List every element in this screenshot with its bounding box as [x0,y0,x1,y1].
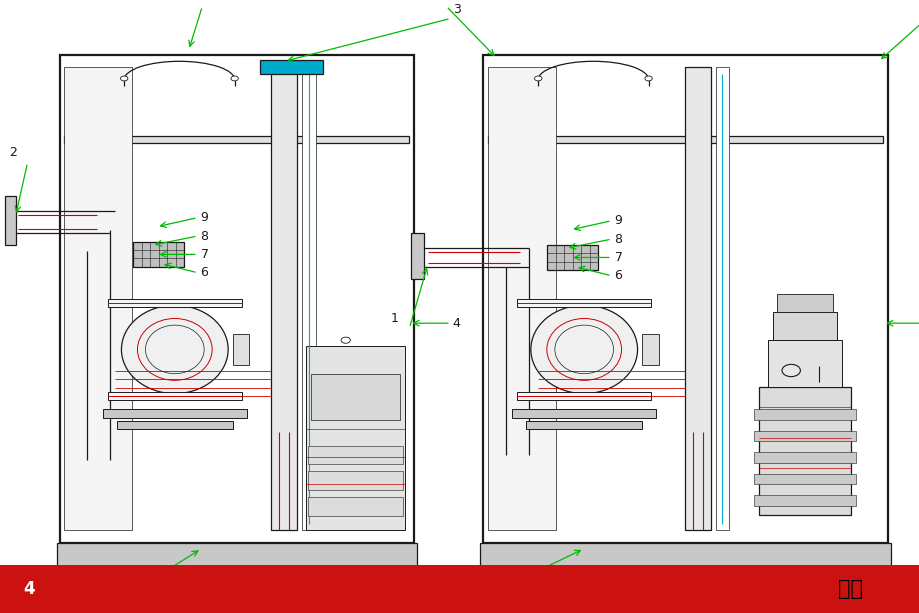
Circle shape [534,76,541,81]
Bar [758,387,850,515]
Text: 9: 9 [200,211,209,224]
Bar [547,245,597,270]
Bar [311,374,400,420]
Text: 4: 4 [23,580,35,598]
Bar [301,67,316,530]
Bar [754,452,855,463]
Bar [108,392,242,400]
Text: 6: 6 [614,269,622,283]
Bar [715,67,728,530]
Bar [516,392,651,400]
Bar [487,135,882,143]
Bar [772,312,836,340]
Bar [487,67,556,530]
Bar [411,233,424,279]
Bar [767,340,841,387]
Bar [57,543,416,566]
Bar [754,431,855,441]
Text: 8: 8 [614,232,622,246]
Circle shape [781,364,800,376]
Text: 6: 6 [200,266,209,280]
Bar [5,196,16,245]
Bar [0,565,919,613]
Bar [308,497,403,516]
Text: 世邦: 世邦 [837,579,863,599]
Bar [641,334,658,365]
Bar [64,135,409,143]
Bar [482,55,887,543]
Bar [260,60,323,74]
Text: 1: 1 [391,312,399,325]
Bar [133,242,184,267]
Text: 8: 8 [200,229,209,243]
Bar [685,67,710,530]
Bar [60,55,414,543]
Circle shape [644,76,652,81]
Circle shape [341,337,350,343]
Bar [480,543,890,566]
Ellipse shape [530,305,637,394]
Bar [103,409,246,418]
Text: 1: 1 [179,0,187,4]
Bar [526,421,641,429]
Bar [512,409,655,418]
Text: 5: 5 [473,591,482,604]
Text: 5: 5 [110,591,119,604]
Bar [271,67,297,530]
Bar [64,67,131,530]
Bar [754,495,855,506]
Text: 3: 3 [452,2,460,16]
Bar [777,294,832,312]
Text: 7: 7 [614,251,622,264]
Bar [754,409,855,420]
Bar [117,421,233,429]
Text: 7: 7 [200,248,209,261]
Text: 2: 2 [427,0,436,4]
Bar [108,299,242,306]
Bar [306,346,404,530]
Ellipse shape [121,305,228,394]
Bar [233,334,249,365]
Circle shape [231,76,238,81]
Bar [754,474,855,484]
Bar [516,299,651,306]
Text: 4: 4 [452,317,460,330]
Circle shape [120,76,128,81]
Text: 9: 9 [614,214,622,227]
Bar [308,446,403,464]
Text: 2: 2 [9,146,17,159]
Bar [308,471,403,490]
